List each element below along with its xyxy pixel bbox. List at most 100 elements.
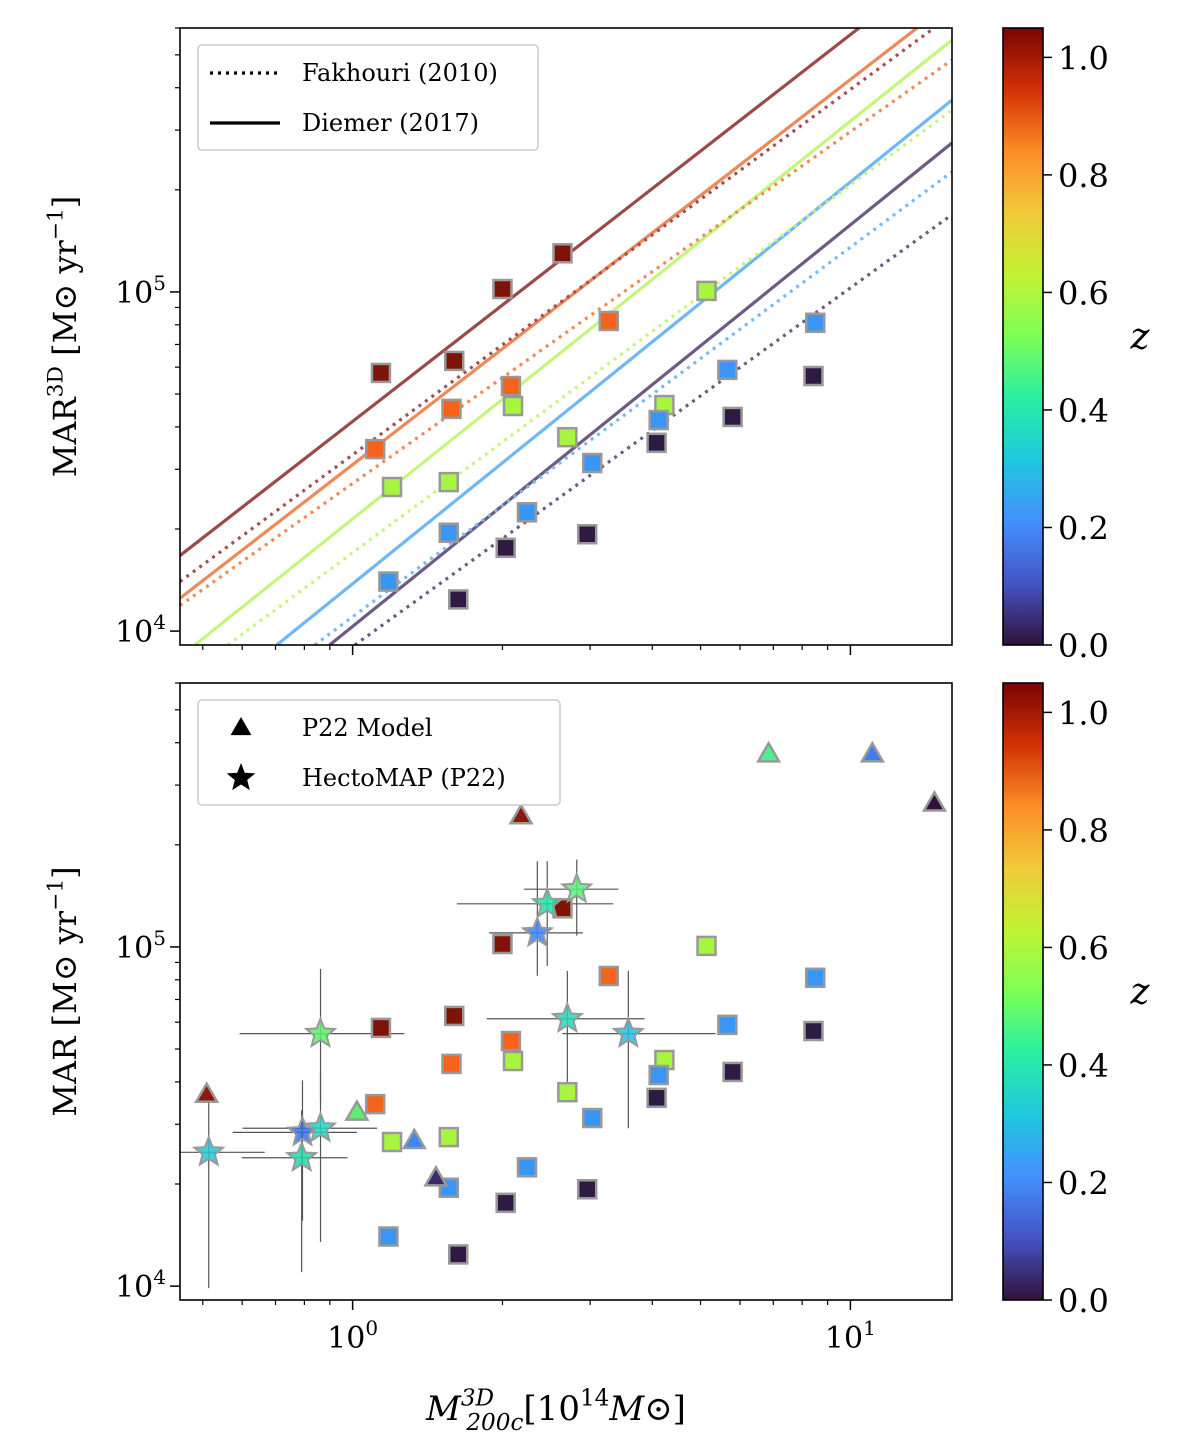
- colorbar-tick-label: 0.6: [1058, 274, 1109, 312]
- tick-base: 10: [115, 615, 153, 650]
- colorbar-tick-label: 0.6: [1058, 929, 1109, 967]
- star-marker: [303, 1110, 338, 1143]
- triangle-marker: [508, 802, 534, 825]
- legend-label: P22 Model: [302, 714, 433, 742]
- legend-label: HectoMAP (P22): [302, 764, 506, 792]
- axes-frame: [179, 27, 953, 646]
- x-axis-label: M3D 200c[1014M⊙]: [425, 1386, 686, 1436]
- square-marker: [582, 452, 603, 474]
- square-marker: [502, 1050, 524, 1072]
- square-marker: [576, 524, 598, 545]
- triangle-marker: [859, 740, 885, 763]
- label-part: 200c: [465, 1410, 523, 1436]
- triangle-marker: [401, 1127, 427, 1150]
- plot-area: [180, 28, 952, 645]
- model-line: [226, 108, 952, 645]
- colorbar-tick-label: 0.4: [1058, 392, 1109, 430]
- square-marker: [696, 935, 717, 957]
- square-marker: [648, 1064, 669, 1086]
- colorbar: [1002, 27, 1044, 646]
- square-marker: [381, 476, 403, 498]
- square-marker: [378, 571, 399, 592]
- square-marker: [598, 965, 619, 987]
- star-marker: [226, 763, 256, 791]
- axes-frame: [179, 682, 953, 1301]
- star-marker: [191, 1134, 226, 1167]
- star-marker: [550, 1001, 585, 1034]
- label-part: 3D: [461, 1386, 494, 1412]
- star-marker: [284, 1140, 319, 1173]
- square-marker: [492, 933, 513, 955]
- label-part: ]: [46, 196, 84, 208]
- plot-area: [180, 740, 948, 1289]
- colorbar-tick-label: 0.8: [1058, 812, 1109, 850]
- square-marker: [803, 1020, 824, 1042]
- tick-base: 10: [327, 1321, 365, 1356]
- square-marker: [552, 243, 573, 264]
- label-part: MAR [M⊙ yr: [46, 910, 84, 1116]
- tick-exponent: 5: [153, 926, 166, 950]
- square-marker: [492, 278, 513, 300]
- model-line: [275, 98, 952, 645]
- square-marker: [438, 1126, 460, 1148]
- tick-base: 10: [115, 276, 153, 311]
- square-marker: [722, 406, 743, 428]
- square-marker: [598, 310, 619, 332]
- square-marker: [502, 395, 524, 417]
- star-marker: [520, 915, 555, 948]
- x-tick-label: 100: [327, 1316, 378, 1356]
- square-marker: [447, 589, 469, 610]
- square-marker: [500, 1030, 522, 1052]
- triangle-marker: [755, 740, 782, 763]
- square-marker: [717, 359, 738, 381]
- square-marker: [803, 365, 824, 387]
- label-part: −1: [44, 879, 69, 911]
- y-tick-label: 104: [115, 610, 166, 650]
- square-marker: [717, 1014, 738, 1036]
- square-marker: [447, 1244, 469, 1265]
- tick-exponent: 0: [365, 1316, 378, 1340]
- model-line: [313, 170, 952, 645]
- colorbar-tick-label: 1.0: [1058, 694, 1109, 732]
- y-axis-label: MAR3D [M⊙ yr−1]: [44, 196, 84, 478]
- square-marker: [648, 409, 669, 431]
- square-marker: [722, 1061, 743, 1083]
- square-marker: [370, 362, 392, 384]
- label-part: 14: [580, 1386, 609, 1412]
- triangle-marker: [423, 1164, 449, 1187]
- square-marker: [443, 1005, 465, 1027]
- square-marker: [516, 502, 538, 523]
- legend-box: [197, 44, 539, 151]
- tick-exponent: 5: [153, 271, 166, 295]
- square-marker: [582, 1107, 603, 1129]
- label-part: [10: [523, 1389, 580, 1429]
- square-marker: [364, 1093, 386, 1115]
- tick-base: 10: [115, 931, 153, 966]
- tick-base: 10: [825, 1321, 863, 1356]
- square-marker: [805, 312, 826, 334]
- x-tick-label: 101: [825, 1316, 876, 1356]
- model-line: [328, 141, 952, 645]
- legend-box: [197, 699, 561, 806]
- tick-exponent: 4: [153, 1265, 166, 1289]
- label-part: 3D: [44, 366, 69, 397]
- y-tick-label: 105: [115, 926, 166, 966]
- colorbar-label: z: [1130, 972, 1151, 1013]
- square-marker: [381, 1131, 403, 1153]
- square-marker: [378, 1226, 399, 1247]
- square-marker: [370, 1017, 392, 1039]
- legend-label: Diemer (2017): [302, 109, 479, 137]
- triangle-marker: [921, 789, 948, 812]
- label-part: [M⊙ yr: [46, 240, 84, 366]
- triangle-marker: [344, 1098, 370, 1121]
- square-marker: [516, 1157, 538, 1178]
- model-line: [180, 28, 861, 557]
- legend-label: Fakhouri (2010): [302, 59, 498, 87]
- square-marker: [576, 1179, 598, 1200]
- square-marker: [500, 375, 522, 397]
- model-line: [180, 58, 952, 607]
- tick-exponent: 4: [153, 610, 166, 634]
